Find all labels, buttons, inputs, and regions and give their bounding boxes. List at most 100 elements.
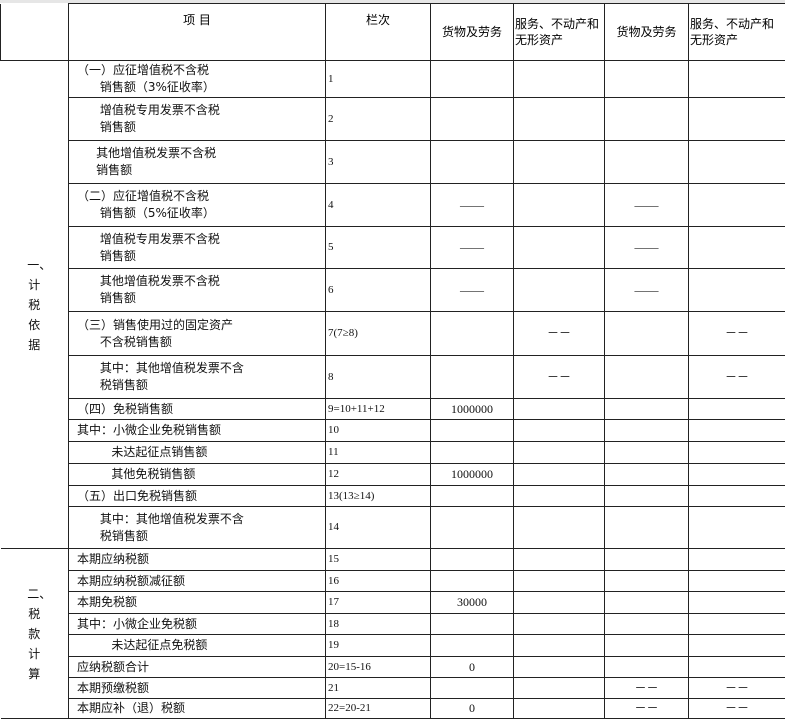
cell-goods-1[interactable]: [430, 485, 514, 507]
cell-services-2[interactable]: [688, 398, 785, 420]
cell-goods-1[interactable]: ——: [430, 183, 514, 227]
cell-services-2[interactable]: －－: [688, 677, 785, 699]
cell-goods-2[interactable]: ——: [604, 183, 689, 227]
cell-goods-2[interactable]: －－: [604, 677, 689, 699]
cell-services-2[interactable]: [688, 97, 785, 141]
cell-services-1[interactable]: [513, 268, 605, 312]
cell-services-2[interactable]: [688, 60, 785, 98]
cell-services-2[interactable]: [688, 226, 785, 269]
cell-services-1[interactable]: [513, 60, 605, 98]
cell-goods-1[interactable]: 0: [430, 698, 514, 719]
cell-goods-1[interactable]: [430, 548, 514, 571]
cell-services-1[interactable]: －－: [513, 311, 605, 356]
cell-services-1[interactable]: [513, 570, 605, 592]
cell-goods-1[interactable]: [430, 613, 514, 635]
cell-goods-2[interactable]: [604, 613, 689, 635]
table-row: 其中：小微企业免税销售额 10: [1, 419, 785, 442]
cell-services-2[interactable]: －－: [688, 698, 785, 719]
cell-goods-2[interactable]: [604, 355, 689, 399]
cell-goods-2[interactable]: [604, 656, 689, 678]
cell-services-2[interactable]: [688, 463, 785, 486]
row-item-label: （四）免税销售额: [68, 398, 326, 420]
cell-services-2[interactable]: [688, 485, 785, 507]
cell-services-1[interactable]: [513, 97, 605, 141]
cell-services-1[interactable]: [513, 506, 605, 549]
row-line-number: 21: [325, 677, 431, 699]
cell-goods-1[interactable]: [430, 506, 514, 549]
cell-goods-1[interactable]: [430, 140, 514, 184]
cell-services-1[interactable]: [513, 485, 605, 507]
cell-services-2[interactable]: [688, 140, 785, 184]
cell-goods-2[interactable]: [604, 591, 689, 614]
table-row: 其中：其他增值税发票不含 税销售额 8 －－ －－: [1, 355, 785, 399]
cell-services-2[interactable]: [688, 183, 785, 227]
cell-services-1[interactable]: [513, 698, 605, 719]
cell-services-2[interactable]: [688, 634, 785, 657]
cell-goods-2[interactable]: [604, 441, 689, 464]
cell-goods-1[interactable]: [430, 634, 514, 657]
cell-goods-1[interactable]: 1000000: [430, 398, 514, 420]
table-row: 应纳税额合计 20=15-16 0: [1, 656, 785, 678]
cell-goods-1[interactable]: [430, 355, 514, 399]
cell-services-1[interactable]: [513, 140, 605, 184]
cell-services-1[interactable]: [513, 677, 605, 699]
cell-services-1[interactable]: －－: [513, 355, 605, 399]
cell-goods-2[interactable]: [604, 548, 689, 571]
cell-goods-1[interactable]: 1000000: [430, 463, 514, 486]
cell-goods-1[interactable]: [430, 97, 514, 141]
cell-services-1[interactable]: [513, 441, 605, 464]
cell-goods-1[interactable]: [430, 60, 514, 98]
cell-services-2[interactable]: [688, 506, 785, 549]
cell-goods-1[interactable]: 30000: [430, 591, 514, 614]
cell-goods-1[interactable]: 0: [430, 656, 514, 678]
header-blank: [0, 3, 69, 61]
cell-goods-2[interactable]: [604, 97, 689, 141]
row-item-label: 其中：小微企业免税销售额: [68, 419, 326, 442]
cell-services-1[interactable]: [513, 463, 605, 486]
section-label-text: 一、计税依据: [27, 257, 52, 352]
table-row: （四）免税销售额 9=10+11+12 1000000: [1, 398, 785, 420]
cell-goods-2[interactable]: ——: [604, 268, 689, 312]
cell-goods-1[interactable]: [430, 677, 514, 699]
header-row: 项 目 栏次 货物及劳务 服务、不动产和无形资产 货物及劳务 服务、不动产和无形…: [0, 3, 785, 61]
cell-goods-2[interactable]: [604, 570, 689, 592]
cell-services-1[interactable]: [513, 226, 605, 269]
cell-goods-2[interactable]: ——: [604, 226, 689, 269]
cell-services-2[interactable]: [688, 419, 785, 442]
cell-services-1[interactable]: [513, 398, 605, 420]
cell-goods-2[interactable]: [604, 311, 689, 356]
cell-goods-2[interactable]: [604, 398, 689, 420]
cell-goods-2[interactable]: [604, 485, 689, 507]
cell-goods-1[interactable]: [430, 570, 514, 592]
cell-services-2[interactable]: [688, 268, 785, 312]
cell-services-2[interactable]: －－: [688, 311, 785, 356]
cell-services-1[interactable]: [513, 613, 605, 635]
cell-services-1[interactable]: [513, 634, 605, 657]
cell-goods-2[interactable]: [604, 463, 689, 486]
cell-services-2[interactable]: [688, 441, 785, 464]
cell-goods-1[interactable]: [430, 419, 514, 442]
cell-goods-1[interactable]: ——: [430, 226, 514, 269]
cell-goods-2[interactable]: [604, 506, 689, 549]
cell-services-2[interactable]: [688, 591, 785, 614]
cell-services-1[interactable]: [513, 656, 605, 678]
cell-services-1[interactable]: [513, 548, 605, 571]
cell-services-2[interactable]: [688, 656, 785, 678]
cell-services-2[interactable]: －－: [688, 355, 785, 399]
cell-services-1[interactable]: [513, 591, 605, 614]
cell-services-2[interactable]: [688, 570, 785, 592]
row-line-number: 9=10+11+12: [325, 398, 431, 420]
cell-services-1[interactable]: [513, 183, 605, 227]
cell-services-2[interactable]: [688, 548, 785, 571]
table-row: 其他增值税发票不含税 销售额 6 —— ——: [1, 268, 785, 312]
cell-goods-2[interactable]: [604, 140, 689, 184]
cell-goods-1[interactable]: [430, 311, 514, 356]
cell-goods-2[interactable]: [604, 634, 689, 657]
cell-services-2[interactable]: [688, 613, 785, 635]
cell-goods-2[interactable]: [604, 60, 689, 98]
cell-services-1[interactable]: [513, 419, 605, 442]
cell-goods-1[interactable]: [430, 441, 514, 464]
cell-goods-1[interactable]: ——: [430, 268, 514, 312]
cell-goods-2[interactable]: [604, 419, 689, 442]
cell-goods-2[interactable]: －－: [604, 698, 689, 719]
